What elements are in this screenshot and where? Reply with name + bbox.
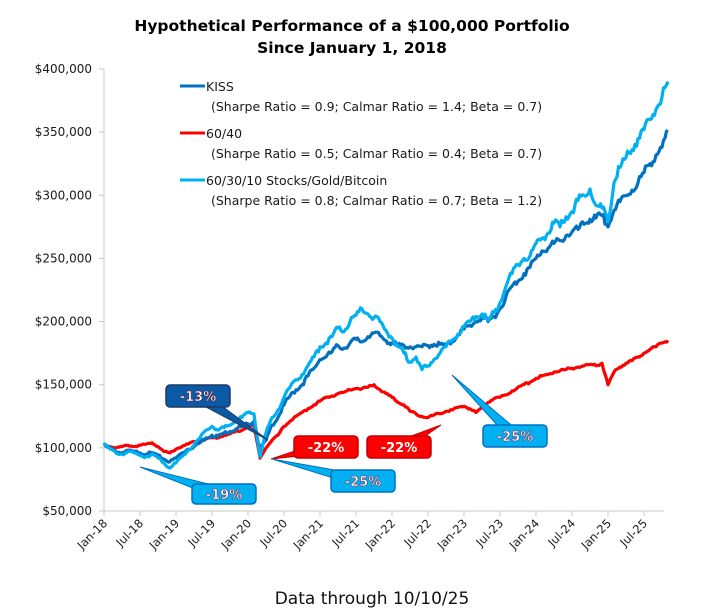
x-tick-label: Jan-25 [578, 516, 614, 552]
x-tick-label: Jul-25 [616, 516, 650, 550]
y-tick-label: $200,000 [35, 315, 92, 329]
chart-title: Hypothetical Performance of a $100,000 P… [134, 17, 569, 35]
legend-stats-603010: (Sharpe Ratio = 0.8; Calmar Ratio = 0.7;… [211, 193, 542, 208]
callout-label: -25% [345, 475, 382, 490]
x-tick-label: Jan-23 [434, 516, 470, 552]
drawdown-callout: -22% [366, 424, 442, 459]
series-group [102, 80, 670, 470]
drawdown-callout: -25% [451, 374, 548, 448]
chart-subtitle: Since January 1, 2018 [257, 39, 447, 57]
callout-box [293, 435, 359, 459]
y-tick-label: $300,000 [35, 188, 92, 202]
y-tick-label: $100,000 [35, 441, 92, 455]
drawdown-callouts: -13% -19% -22% -25% -22% -25% [139, 374, 548, 505]
data-through-note: Data through 10/10/25 [275, 589, 470, 609]
x-tick-label: Jan-19 [146, 516, 182, 552]
x-ticks: Jan-18 Jul-18 Jan-19 Jul-19 Jan-20 Jul-20 Jan-… [74, 511, 650, 553]
x-tick-label: Jul-20 [256, 516, 290, 550]
x-tick-label: Jan-18 [74, 516, 110, 552]
series-line-60-30-10-stocks-gold-bitcoin [102, 80, 670, 470]
x-tick-label: Jul-18 [112, 516, 146, 550]
callout-box [330, 469, 396, 493]
x-tick-label: Jan-22 [362, 516, 398, 552]
x-tick-label: Jan-20 [218, 516, 254, 552]
y-tick-label: $250,000 [35, 251, 92, 265]
callout-box [366, 435, 432, 459]
x-tick-label: Jul-23 [472, 516, 506, 550]
legend-stats-6040: (Sharpe Ratio = 0.5; Calmar Ratio = 0.4;… [211, 146, 542, 161]
series-line-kiss [103, 129, 669, 464]
drawdown-callout: -22% [270, 435, 359, 460]
drawdown-callout: -19% [139, 466, 257, 505]
x-tick-label: Jul-22 [400, 516, 434, 550]
drawdown-callout: -13% [165, 384, 269, 441]
x-tick-label: Jul-19 [184, 516, 218, 550]
callout-box [165, 384, 231, 408]
y-tick-label: $150,000 [35, 378, 92, 392]
legend-label-603010: 60/30/10 Stocks/Gold/Bitcoin [206, 173, 387, 188]
legend-label-kiss: KISS [206, 79, 234, 94]
callout-label: -22% [308, 441, 345, 456]
callout-label: -19% [206, 488, 243, 503]
y-ticks: $50,000 $100,000 $150,000 $200,000 $250,000 $… [35, 62, 104, 518]
x-tick-label: Jul-24 [544, 516, 578, 550]
y-tick-label: $50,000 [42, 504, 92, 518]
legend-label-6040: 60/40 [206, 126, 242, 141]
x-tick-label: Jul-21 [328, 516, 362, 550]
legend-stats-kiss: (Sharpe Ratio = 0.9; Calmar Ratio = 1.4;… [211, 99, 542, 114]
callout-label: -22% [381, 441, 418, 456]
legend: KISS (Sharpe Ratio = 0.9; Calmar Ratio =… [180, 79, 542, 208]
callout-label: -25% [497, 430, 534, 445]
x-tick-label: Jan-21 [290, 516, 326, 552]
y-tick-label: $350,000 [35, 125, 92, 139]
y-tick-label: $400,000 [35, 62, 92, 76]
callout-box [191, 483, 257, 505]
callout-box [482, 424, 548, 448]
callout-label: -13% [180, 390, 217, 405]
drawdown-callout: -25% [271, 458, 396, 493]
x-tick-label: Jan-24 [506, 516, 542, 552]
